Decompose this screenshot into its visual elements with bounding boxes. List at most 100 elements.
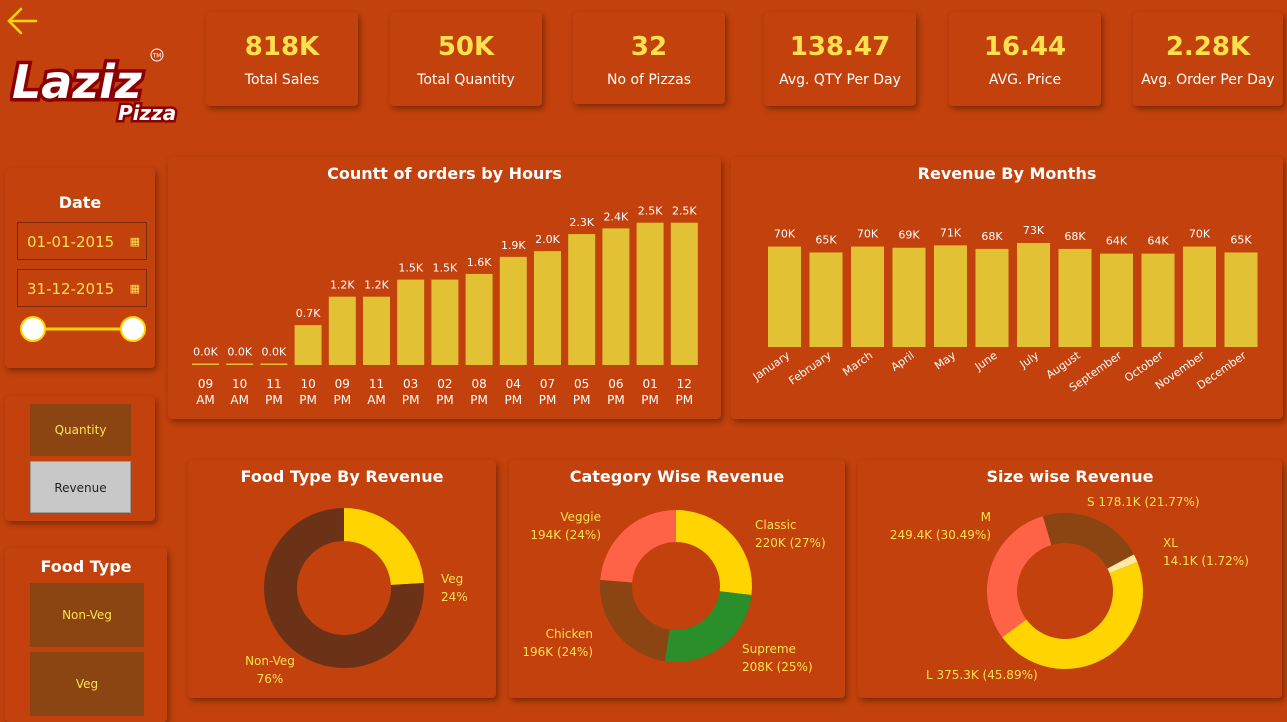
donut-slice-label: 194K (24%) [530,528,601,542]
donut-slice-label: 24% [441,590,468,604]
month-bar-label: 68K [981,230,1003,243]
donut-slice-chicken[interactable] [600,579,670,662]
month-tick-label: April [889,349,917,374]
donut-slice-label: 208K (25%) [742,660,813,674]
donut-slice-label: Veggie [560,510,601,524]
hour-tick-label: 03 [403,377,418,391]
kpi-value: 818K [244,32,320,62]
hour-bar[interactable] [328,296,356,365]
hour-bar-label: 0.0K [227,346,252,359]
end-date-value: 31-12-2015 [27,280,115,298]
hour-bar[interactable] [397,279,425,365]
size-revenue-chart: XL 14.1K (1.72%) L 375.3K (45.89%) M 249.4K … [890,495,1249,682]
month-bar[interactable] [1183,246,1216,347]
food-type-option-non-veg[interactable]: Non-Veg [30,583,144,647]
month-bar[interactable] [1100,253,1133,347]
hour-bar[interactable] [431,279,459,365]
hour-tick-label: PM [436,393,454,407]
slider-handle-end[interactable] [120,316,146,342]
month-bar-label: 68K [1064,230,1086,243]
start-date-input[interactable]: 01-01-2015 ▦ [17,222,147,260]
month-bar[interactable] [851,246,884,347]
logo-sub: Pizza [118,101,176,125]
month-bar[interactable] [1017,243,1050,347]
hour-bar[interactable] [602,228,630,365]
hour-bar[interactable] [192,363,219,366]
back-arrow-icon[interactable] [6,4,40,38]
hour-bar-label: 0.0K [262,346,287,359]
calendar-icon[interactable]: ▦ [129,282,140,295]
hour-tick-label: PM [641,393,659,407]
donut-slice-label: S 178.1K (21.77%) [1087,495,1200,509]
donut-slice-s[interactable] [1042,513,1134,569]
month-bar-label: 70K [1189,228,1211,241]
hour-bar[interactable] [568,234,596,365]
hour-bar-label: 0.0K [193,346,218,359]
calendar-icon[interactable]: ▦ [129,235,140,248]
month-bar[interactable] [1058,248,1092,347]
donut-slice-l[interactable] [1002,562,1143,669]
hour-tick-label: 11 [266,377,281,391]
month-bar[interactable] [975,248,1009,347]
hour-tick-label: 09 [198,377,213,391]
donut-slice-label: 220K (27%) [755,536,826,550]
kpi-value: 2.28K [1165,32,1251,62]
date-slicer-title: Date [58,193,102,212]
quantity-button[interactable]: Quantity [30,404,131,456]
revenue-button[interactable]: Revenue [30,461,131,513]
month-tick-label: January [750,349,793,384]
month-bar[interactable] [1141,253,1175,347]
donut-slice-veg[interactable] [344,508,424,586]
month-bar[interactable] [1224,252,1258,347]
kpi-value: 50K [437,32,495,62]
month-bar[interactable] [768,246,801,347]
hour-bar[interactable] [534,251,561,365]
month-bar[interactable] [934,245,967,347]
logo-brand: Laziz [12,55,142,109]
hour-bar[interactable] [260,363,288,366]
hour-bar[interactable] [636,222,664,365]
donut-slice-m[interactable] [987,516,1052,638]
hour-bar[interactable] [226,363,254,366]
hour-tick-label: PM [676,393,694,407]
hour-tick-label: PM [505,393,523,407]
hour-bar[interactable] [499,256,527,365]
hour-bar-label: 2.4K [604,210,629,223]
hour-bar-label: 2.5K [672,205,697,218]
hour-tick-label: 05 [574,377,589,391]
food-type-option-veg[interactable]: Veg [30,652,144,716]
donut-slice-label: Chicken [546,627,593,641]
hour-tick-label: PM [402,393,420,407]
hour-bar[interactable] [363,296,390,365]
month-bar-label: 70K [857,228,879,241]
hour-bar[interactable] [670,222,698,365]
month-tick-label: July [1017,349,1042,372]
donut-slice-supreme[interactable] [664,591,752,662]
food-type-slicer: Food Type Non-Veg Veg [5,548,167,722]
donut-slice-label: Supreme [742,642,796,656]
donut-slice-nonveg[interactable] [263,508,424,668]
hour-bar-label: 1.5K [398,262,423,275]
month-bar[interactable] [809,252,843,347]
month-bar-label: 65K [815,233,837,246]
kpi-card-avg-price: 16.44 AVG. Price [949,12,1101,106]
month-bar-label: 73K [1023,224,1045,237]
end-date-input[interactable]: 31-12-2015 ▦ [17,269,147,307]
kpi-label: No of Pizzas [606,72,692,88]
hour-tick-label: PM [334,393,352,407]
size-revenue-title: Size wise Revenue [986,467,1154,486]
date-range-slider[interactable] [15,314,151,344]
donut-slice-label: Classic [755,518,797,532]
donut-slice-veggie[interactable] [600,510,676,583]
kpi-card-avg-qty-per-day: 138.47 Avg. QTY Per Day [764,12,916,106]
donut-slice-xl[interactable] [1107,554,1138,574]
hour-tick-label: 10 [300,377,315,391]
hour-bar[interactable] [294,325,322,365]
slider-handle-start[interactable] [20,316,46,342]
donut-slice-label: XL [1163,536,1178,550]
hour-bar[interactable] [465,273,493,365]
kpi-label: Total Sales [244,72,320,88]
hour-bar-label: 2.3K [569,216,594,229]
donut-slice-classic[interactable] [676,510,752,596]
month-bar[interactable] [892,247,926,347]
